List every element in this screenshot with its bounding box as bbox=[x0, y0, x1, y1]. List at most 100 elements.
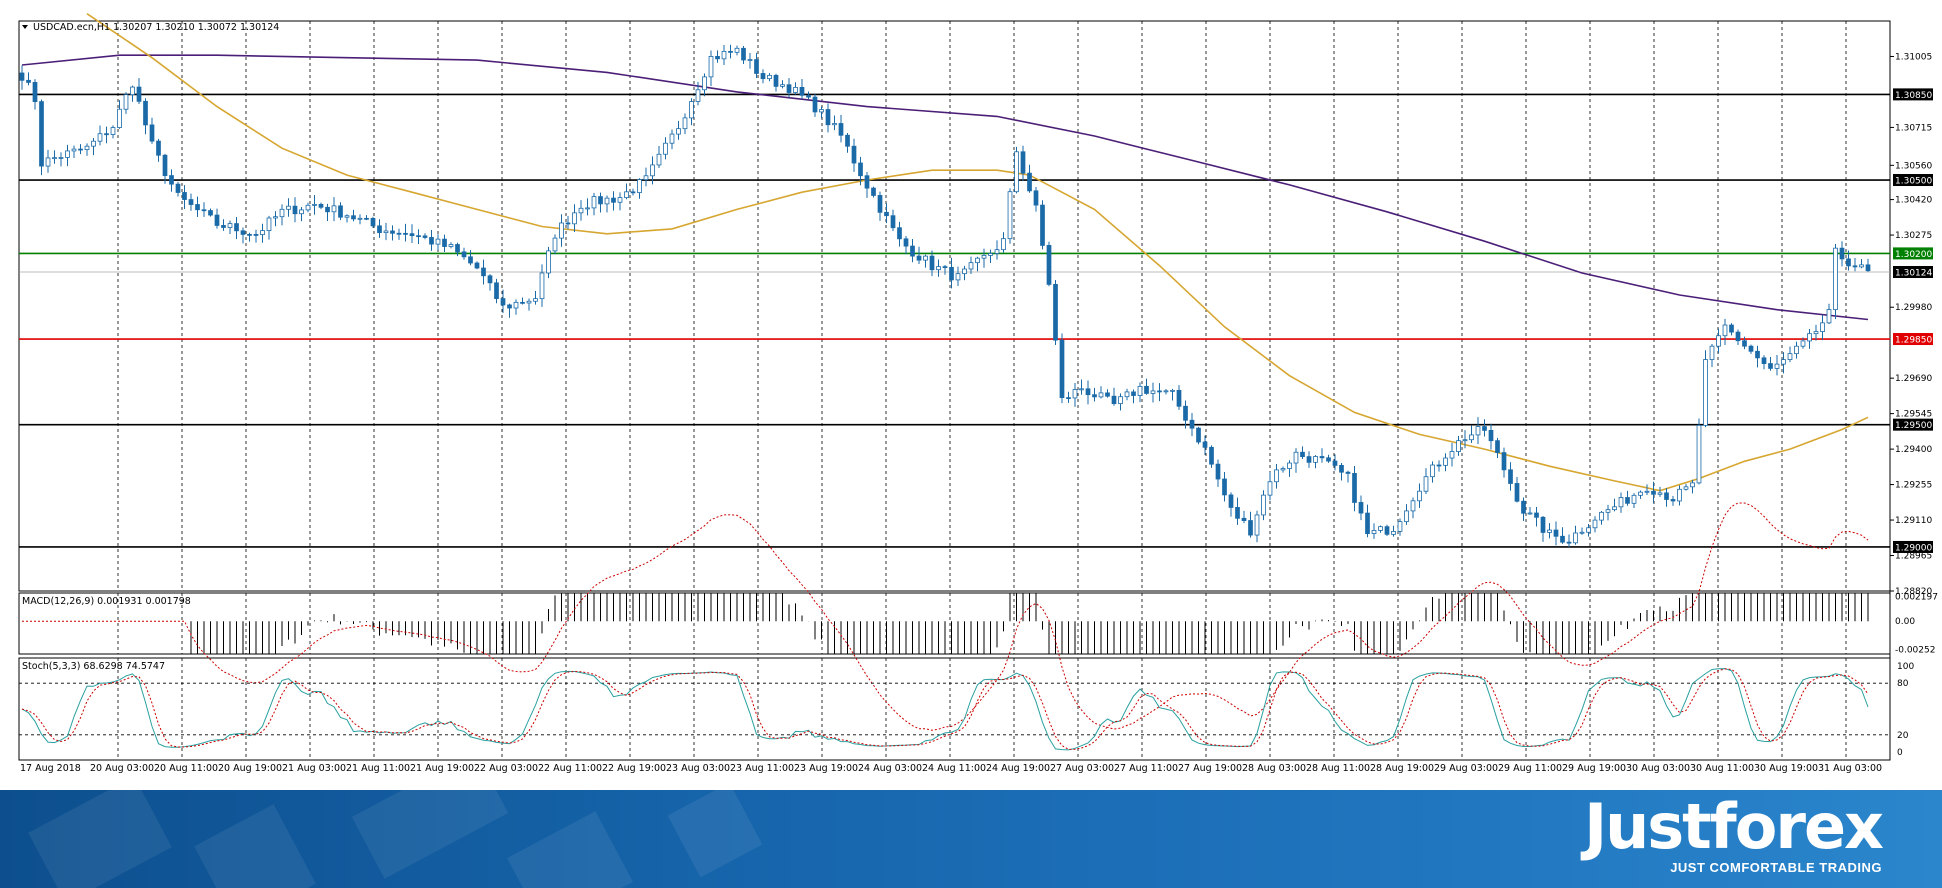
candle-body bbox=[1651, 490, 1656, 495]
candle-body bbox=[136, 86, 142, 102]
candle-body bbox=[1852, 265, 1858, 268]
candle-body bbox=[1566, 541, 1572, 544]
candle-body bbox=[799, 86, 805, 96]
x-tick-label: 30 Aug 19:00 bbox=[1754, 763, 1818, 774]
candle-body bbox=[546, 250, 551, 274]
x-tick-label: 22 Aug 03:00 bbox=[474, 763, 538, 774]
level-tag-label: 1.30500 bbox=[1895, 177, 1932, 187]
candle-body bbox=[1293, 451, 1299, 464]
candle-body bbox=[1586, 527, 1591, 533]
title-dropdown-icon bbox=[22, 25, 28, 29]
candle-body bbox=[637, 179, 642, 193]
candle-body bbox=[1703, 359, 1708, 426]
candle-body bbox=[773, 74, 779, 87]
candle-body bbox=[1287, 462, 1292, 469]
candle-body bbox=[325, 206, 330, 213]
candle-body bbox=[65, 150, 70, 158]
candle-body bbox=[533, 298, 538, 302]
candle-body bbox=[1020, 151, 1026, 174]
candle-body bbox=[1774, 363, 1780, 369]
candle-body bbox=[1131, 391, 1136, 396]
candle-body bbox=[97, 133, 103, 142]
pane-frame-1 bbox=[18, 592, 1891, 655]
chart-title: USDCAD.ecn,H1 1.30207 1.30210 1.30072 1.… bbox=[33, 22, 279, 33]
candle-body bbox=[123, 94, 129, 110]
candle-body bbox=[962, 268, 967, 275]
candle-body bbox=[286, 205, 291, 210]
candle-body bbox=[1001, 238, 1006, 251]
candle-body bbox=[1553, 529, 1559, 537]
candle-body bbox=[377, 225, 382, 234]
y-tick-label: 1.29690 bbox=[1895, 374, 1932, 384]
candle-body bbox=[45, 157, 51, 167]
x-tick-label: 28 Aug 11:00 bbox=[1306, 763, 1370, 774]
candle-body bbox=[1443, 457, 1448, 466]
candle-body bbox=[1592, 519, 1598, 529]
level-tag-label: 1.30200 bbox=[1895, 250, 1932, 260]
candle-body bbox=[513, 301, 519, 309]
x-tick-label: 31 Aug 03:00 bbox=[1818, 763, 1882, 774]
candle-body bbox=[851, 145, 857, 164]
candle-body bbox=[1599, 511, 1604, 521]
candle-body bbox=[227, 223, 233, 228]
y-tick-label: 1.29400 bbox=[1895, 445, 1932, 455]
candle-body bbox=[117, 108, 122, 128]
candle-body bbox=[1059, 339, 1065, 398]
candle-body bbox=[1631, 494, 1637, 504]
candle-body bbox=[890, 215, 896, 229]
stoch-tick-label: 20 bbox=[1897, 731, 1909, 741]
candle-body bbox=[1456, 440, 1461, 452]
candle-body bbox=[1573, 532, 1578, 544]
pane-frame-0 bbox=[18, 20, 1891, 592]
candle-body bbox=[416, 235, 421, 238]
candle-body bbox=[1430, 464, 1435, 478]
ma-slow-line bbox=[21, 54, 1869, 321]
x-tick-label: 29 Aug 11:00 bbox=[1498, 763, 1562, 774]
macd-tick-label: -0.00252 bbox=[1895, 646, 1935, 656]
candle-body bbox=[1183, 405, 1188, 421]
candle-body bbox=[1612, 506, 1617, 511]
candle-body bbox=[526, 300, 532, 304]
candle-body bbox=[1560, 535, 1565, 543]
x-tick-label: 27 Aug 11:00 bbox=[1114, 763, 1178, 774]
candle-body bbox=[422, 235, 428, 238]
candle-body bbox=[624, 191, 629, 199]
candle-body bbox=[1748, 345, 1754, 352]
level-tag-bg bbox=[1893, 247, 1933, 260]
candle-body bbox=[1495, 440, 1500, 454]
candle-body bbox=[1508, 469, 1513, 484]
candle-body bbox=[1846, 258, 1851, 267]
candle-body bbox=[858, 162, 863, 177]
candle-body bbox=[708, 56, 714, 78]
candle-body bbox=[1365, 512, 1370, 535]
candle-body bbox=[559, 222, 564, 239]
candle-body bbox=[91, 140, 96, 147]
candle-body bbox=[1352, 473, 1357, 503]
candle-body bbox=[1371, 530, 1377, 535]
footer-banner: Justforex JUST COMFORTABLE TRADING bbox=[0, 790, 1942, 888]
candle-body bbox=[825, 109, 831, 126]
candle-body bbox=[1196, 427, 1201, 443]
candle-body bbox=[1833, 247, 1838, 310]
level-tag-label: 1.29850 bbox=[1895, 336, 1932, 346]
brand-name: Justforex bbox=[1584, 790, 1884, 863]
candle-body bbox=[260, 230, 265, 236]
candle-body bbox=[1488, 429, 1494, 442]
y-tick-label: 1.28820 bbox=[1895, 587, 1932, 597]
candle-body bbox=[591, 196, 597, 209]
candle-body bbox=[299, 209, 304, 215]
x-tick-label: 17 Aug 2018 bbox=[20, 763, 81, 774]
candle-body bbox=[1696, 424, 1702, 484]
candle-body bbox=[331, 205, 337, 213]
candle-body bbox=[26, 79, 31, 83]
candle-body bbox=[565, 222, 571, 225]
stoch-label: Stoch(5,3,3) 68.6298 74.5747 bbox=[22, 661, 165, 672]
candle-body bbox=[1092, 394, 1097, 398]
candle-body bbox=[916, 255, 922, 261]
level-tag-bg bbox=[1893, 540, 1933, 553]
y-tick-label: 1.31005 bbox=[1895, 52, 1932, 62]
pane-frame-2 bbox=[18, 657, 1891, 761]
candle-body bbox=[487, 275, 493, 284]
candle-body bbox=[175, 183, 181, 193]
candle-body bbox=[877, 195, 883, 213]
